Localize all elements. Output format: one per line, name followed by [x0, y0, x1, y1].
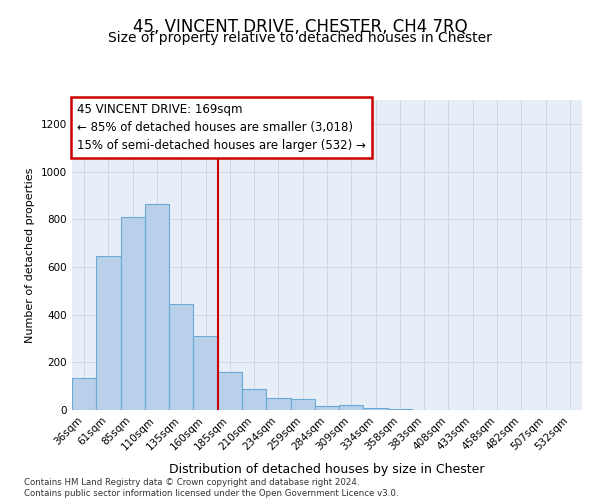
Bar	[145, 204, 169, 410]
Text: 45 VINCENT DRIVE: 169sqm
← 85% of detached houses are smaller (3,018)
15% of sem: 45 VINCENT DRIVE: 169sqm ← 85% of detach…	[77, 103, 366, 152]
Bar	[72, 378, 96, 410]
Bar	[242, 388, 266, 410]
Bar	[266, 398, 290, 410]
Bar	[96, 256, 121, 410]
Bar	[388, 409, 412, 410]
Bar	[290, 400, 315, 410]
Text: Contains HM Land Registry data © Crown copyright and database right 2024.
Contai: Contains HM Land Registry data © Crown c…	[24, 478, 398, 498]
Bar	[339, 405, 364, 410]
Bar	[193, 336, 218, 410]
Bar	[121, 218, 145, 410]
Bar	[364, 408, 388, 410]
Bar	[169, 304, 193, 410]
Text: Size of property relative to detached houses in Chester: Size of property relative to detached ho…	[108, 31, 492, 45]
Text: 45, VINCENT DRIVE, CHESTER, CH4 7RQ: 45, VINCENT DRIVE, CHESTER, CH4 7RQ	[133, 18, 467, 36]
Bar	[218, 372, 242, 410]
Y-axis label: Number of detached properties: Number of detached properties	[25, 168, 35, 342]
X-axis label: Distribution of detached houses by size in Chester: Distribution of detached houses by size …	[169, 463, 485, 476]
Bar	[315, 406, 339, 410]
